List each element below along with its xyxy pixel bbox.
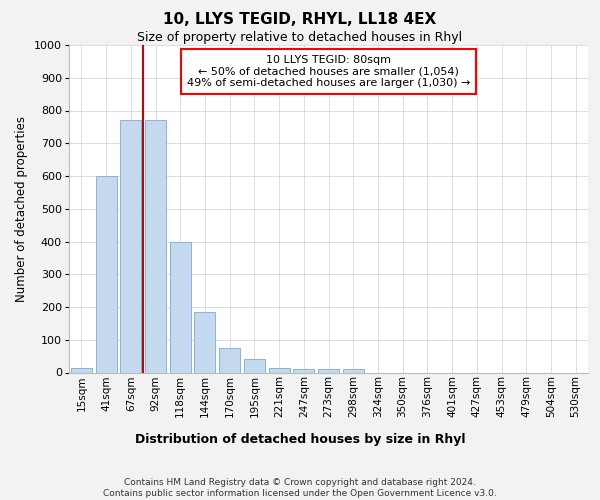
Text: 10, LLYS TEGID, RHYL, LL18 4EX: 10, LLYS TEGID, RHYL, LL18 4EX <box>163 12 437 28</box>
Bar <box>293 368 314 372</box>
Bar <box>194 312 215 372</box>
Bar <box>318 369 339 372</box>
Text: Size of property relative to detached houses in Rhyl: Size of property relative to detached ho… <box>137 31 463 44</box>
Text: 10 LLYS TEGID: 80sqm
← 50% of detached houses are smaller (1,054)
49% of semi-de: 10 LLYS TEGID: 80sqm ← 50% of detached h… <box>187 55 470 88</box>
Bar <box>219 348 240 372</box>
Bar <box>269 368 290 372</box>
Text: Distribution of detached houses by size in Rhyl: Distribution of detached houses by size … <box>135 432 465 446</box>
Bar <box>120 120 141 372</box>
Bar <box>343 369 364 372</box>
Bar <box>170 242 191 372</box>
Bar <box>95 176 116 372</box>
Bar <box>145 120 166 372</box>
Bar <box>244 360 265 372</box>
Y-axis label: Number of detached properties: Number of detached properties <box>16 116 29 302</box>
Bar <box>71 368 92 372</box>
Text: Contains HM Land Registry data © Crown copyright and database right 2024.
Contai: Contains HM Land Registry data © Crown c… <box>103 478 497 498</box>
